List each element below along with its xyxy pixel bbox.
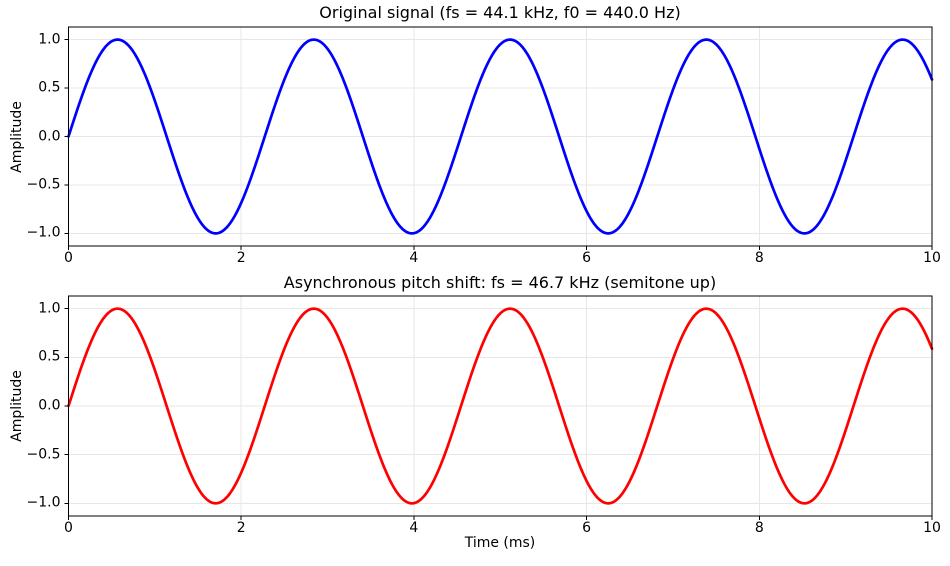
- y-tick-label: 0.5: [38, 348, 61, 365]
- y-tick-label: 0.5: [38, 79, 61, 96]
- x-tick-label: 4: [409, 250, 419, 266]
- x-tick-label: 2: [236, 520, 246, 536]
- x-tick-label: 6: [582, 520, 592, 536]
- x-tick-label: 10: [923, 250, 941, 266]
- y-tick-label: −1.0: [26, 494, 61, 511]
- y-tick-label: −0.5: [26, 446, 61, 463]
- y-tick-label: 1.0: [38, 31, 61, 48]
- x-axis-label: Time (ms): [464, 535, 536, 551]
- y-tick-label: −0.5: [26, 176, 61, 193]
- y-tick-label: 0.0: [38, 128, 61, 144]
- y-tick-label: 0.0: [38, 397, 61, 414]
- x-tick-label: 10: [923, 520, 941, 536]
- subplot1-ylabel: Amplitude: [9, 101, 25, 173]
- x-tick-label: 8: [754, 520, 764, 536]
- x-tick-label: 6: [582, 250, 592, 266]
- pitch-shifted-signal-line: [67, 307, 934, 505]
- subplot2-ylabel: Amplitude: [9, 370, 25, 442]
- y-tick-label: 1.0: [38, 300, 61, 317]
- x-tick-label: 8: [754, 250, 764, 266]
- subplot1-title: Original signal (fs = 44.1 kHz, f0 = 440…: [319, 3, 681, 22]
- y-tick-label: −1.0: [26, 224, 61, 241]
- x-tick-label: 2: [236, 250, 246, 266]
- subplot2-title: Asynchronous pitch shift: fs = 46.7 kHz …: [283, 273, 717, 292]
- x-tick-label: 0: [64, 250, 73, 266]
- x-tick-label: 4: [409, 520, 419, 536]
- original-signal-line: [67, 38, 934, 235]
- x-tick-label: 0: [64, 520, 73, 536]
